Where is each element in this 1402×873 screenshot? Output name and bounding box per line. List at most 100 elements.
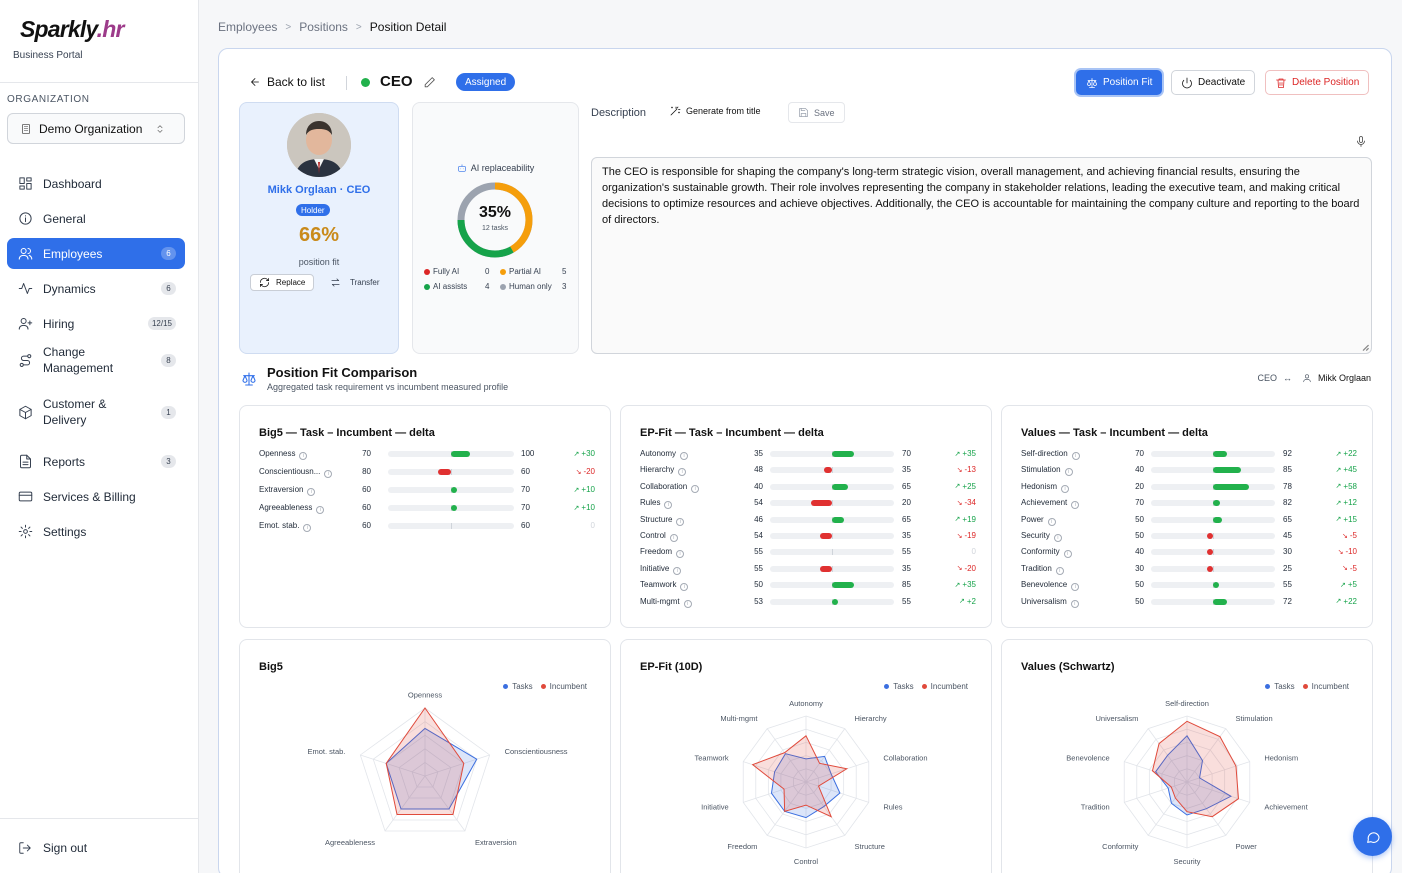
- divider: [0, 82, 198, 83]
- delta-row: Initiative i 55 35 ↘ -20: [640, 563, 976, 575]
- delete-position-button[interactable]: Delete Position: [1265, 70, 1370, 95]
- sidebar-item-dynamics[interactable]: Dynamics 6: [7, 273, 185, 304]
- chat-bubble-icon: [1365, 829, 1381, 845]
- info-icon[interactable]: i: [669, 534, 678, 542]
- info-icon[interactable]: i: [324, 470, 333, 478]
- delta-row: Conscientiousn... i 80 60 ↘ -20: [259, 466, 595, 478]
- info-icon[interactable]: i: [678, 468, 687, 477]
- info-icon[interactable]: i: [1071, 501, 1080, 510]
- chat-button[interactable]: [1353, 817, 1392, 856]
- info-icon[interactable]: i: [1063, 550, 1072, 559]
- credit-card-icon: [16, 489, 34, 504]
- info-icon[interactable]: i: [680, 452, 689, 460]
- task-value: 80: [362, 467, 371, 476]
- info-icon[interactable]: i: [673, 566, 682, 575]
- sidebar-item-reports[interactable]: Reports 3: [7, 446, 185, 477]
- legend-tasks: Tasks: [1274, 682, 1295, 691]
- delta-text: +35: [962, 449, 976, 458]
- sidebar-item-employees[interactable]: Employees 6: [7, 238, 185, 269]
- description-textarea[interactable]: The CEO is responsible for shaping the c…: [591, 157, 1372, 354]
- info-icon[interactable]: i: [316, 506, 325, 514]
- resize-handle-icon[interactable]: [1361, 343, 1369, 351]
- pencil-icon[interactable]: [423, 76, 436, 89]
- legend-tasks: Tasks: [893, 682, 914, 691]
- position-fit-label: position fit: [298, 257, 340, 267]
- sidebar-item-dashboard[interactable]: Dashboard: [7, 168, 185, 199]
- info-icon[interactable]: i: [683, 599, 692, 608]
- legend-dot-tasks: [1265, 684, 1271, 689]
- signout-button[interactable]: Sign out: [7, 832, 185, 863]
- info-icon[interactable]: i: [1064, 468, 1073, 477]
- info-icon[interactable]: i: [676, 550, 685, 559]
- delta-row-name: Initiative: [640, 563, 670, 573]
- info-icon[interactable]: i: [299, 452, 308, 460]
- delta-track-center: [832, 500, 833, 507]
- delta-track-center: [832, 565, 833, 572]
- trend-up-icon: ↗: [954, 516, 961, 524]
- info-icon[interactable]: i: [676, 517, 685, 526]
- info-icon[interactable]: i: [1061, 484, 1070, 493]
- sidebar-item-settings[interactable]: Settings: [7, 516, 185, 547]
- microphone-icon[interactable]: [1355, 135, 1367, 148]
- delta-track: [1151, 516, 1275, 523]
- info-icon[interactable]: i: [1055, 566, 1064, 575]
- breadcrumb-employees[interactable]: Employees: [218, 20, 278, 34]
- info-icon[interactable]: i: [307, 488, 316, 496]
- sidebar-item-customer-delivery[interactable]: Customer & Delivery 1: [7, 395, 185, 429]
- description-text: The CEO is responsible for shaping the c…: [602, 166, 1360, 226]
- refresh-icon: [259, 277, 270, 288]
- delta-track: [388, 505, 514, 511]
- generate-from-title-button[interactable]: Generate from title: [669, 105, 761, 117]
- sidebar-item-change-management[interactable]: Change Management 8: [7, 343, 185, 377]
- info-icon[interactable]: i: [1070, 599, 1079, 608]
- ai-task-count: 12 tasks: [481, 225, 509, 232]
- info-icon[interactable]: i: [1071, 583, 1080, 592]
- back-to-list-link[interactable]: Back to list: [249, 75, 325, 89]
- info-icon[interactable]: i: [1053, 534, 1062, 542]
- breadcrumb-positions[interactable]: Positions: [299, 20, 348, 34]
- delta-row-label: Multi-mgmt i: [640, 597, 692, 608]
- delta-text: +25: [962, 481, 976, 491]
- sidebar-item-general[interactable]: General: [7, 203, 185, 234]
- info-icon[interactable]: i: [691, 484, 700, 493]
- holder-name[interactable]: Mikk Orglaan · CEO: [267, 184, 371, 196]
- replace-button[interactable]: Replace: [250, 274, 315, 291]
- sidebar-item-services-billing[interactable]: Services & Billing: [7, 481, 185, 512]
- info-icon[interactable]: i: [303, 524, 312, 532]
- task-value: 60: [362, 521, 371, 530]
- delta-row: Hierarchy i 48 35 ↘ -13: [640, 464, 976, 477]
- org-select[interactable]: Demo Organization: [7, 113, 185, 144]
- delta-bar: [832, 483, 848, 490]
- delta-bar: [1213, 451, 1227, 457]
- trend-up-icon: ↗: [1340, 581, 1346, 589]
- save-button[interactable]: Save: [788, 102, 845, 123]
- incumbent-value: 65: [902, 514, 911, 524]
- delta-bar: [1213, 500, 1221, 507]
- users-icon: [16, 246, 34, 261]
- values-delta-card: Values — Task – Incumbent — delta Self-d…: [1001, 405, 1373, 628]
- delta-row-label: Openness i: [259, 449, 308, 460]
- position-fit-button[interactable]: Position Fit: [1076, 70, 1163, 95]
- info-icon[interactable]: i: [680, 583, 689, 592]
- info-icon[interactable]: i: [1071, 452, 1080, 460]
- logo[interactable]: Sparkly.hr: [20, 16, 124, 43]
- count-badge: 12/15: [147, 317, 176, 330]
- radar-axis-label: Multi-mgmt: [720, 714, 758, 723]
- epfit-delta-card: EP-Fit — Task – Incumbent — delta Autono…: [620, 405, 992, 628]
- radar-axis-label: Hedonism: [1264, 754, 1298, 763]
- radar-legend: Tasks Incumbent: [1257, 682, 1349, 691]
- transfer-button[interactable]: Transfer: [330, 277, 380, 288]
- info-icon[interactable]: i: [664, 501, 673, 510]
- info-icon[interactable]: i: [1047, 517, 1056, 526]
- legend-incumbent: Incumbent: [930, 682, 968, 691]
- delta-row: Teamwork i 50 85 ↗ +35: [640, 579, 976, 592]
- signout-label: Sign out: [43, 840, 88, 855]
- incumbent-value: 55: [902, 596, 911, 606]
- delta-row-label: Universalism i: [1021, 597, 1079, 608]
- task-value: 55: [754, 563, 763, 573]
- task-value: 50: [1135, 580, 1144, 590]
- position-fit-label: Position Fit: [1103, 77, 1153, 88]
- sidebar-item-hiring[interactable]: Hiring 12/15: [7, 308, 185, 339]
- comparison-pair: CEO ↔ Mikk Orglaan: [1257, 373, 1371, 383]
- deactivate-button[interactable]: Deactivate: [1171, 70, 1256, 95]
